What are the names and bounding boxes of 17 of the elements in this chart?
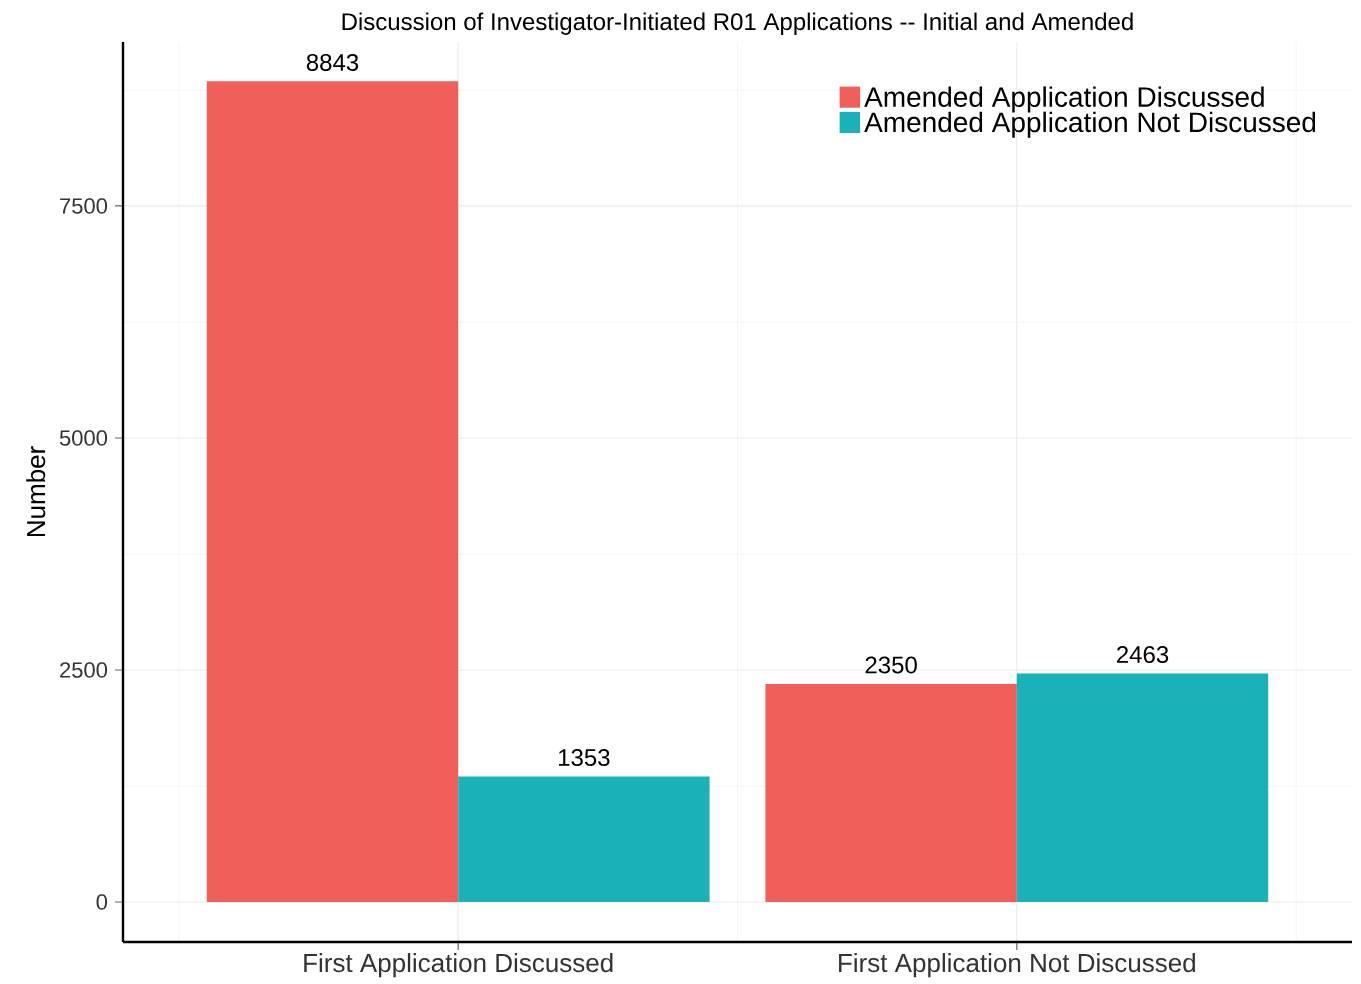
legend-label: Amended Application Not Discussed bbox=[864, 111, 1316, 138]
bar bbox=[1016, 673, 1269, 903]
x-tick-label: First Application Discussed bbox=[304, 953, 613, 978]
chart-title: Discussion of Investigator-Initiated R01 Applications -- Initial and Amended bbox=[342, 12, 1133, 35]
data-label: 2463 bbox=[1117, 646, 1169, 664]
bar bbox=[206, 81, 459, 903]
data-label: 1353 bbox=[559, 749, 610, 767]
bar bbox=[458, 776, 710, 903]
bar bbox=[765, 683, 1017, 903]
x-tick-label: First Application Not Discussed bbox=[839, 953, 1195, 978]
y-axis-title: Number bbox=[26, 446, 46, 537]
y-tick-label: 5000 bbox=[59, 430, 108, 446]
y-tick-label: 0 bbox=[96, 894, 108, 910]
data-label: 8843 bbox=[306, 53, 359, 71]
y-tick-label: 7500 bbox=[60, 198, 108, 214]
data-label: 2350 bbox=[865, 656, 917, 674]
y-tick-label: 2500 bbox=[60, 662, 108, 678]
